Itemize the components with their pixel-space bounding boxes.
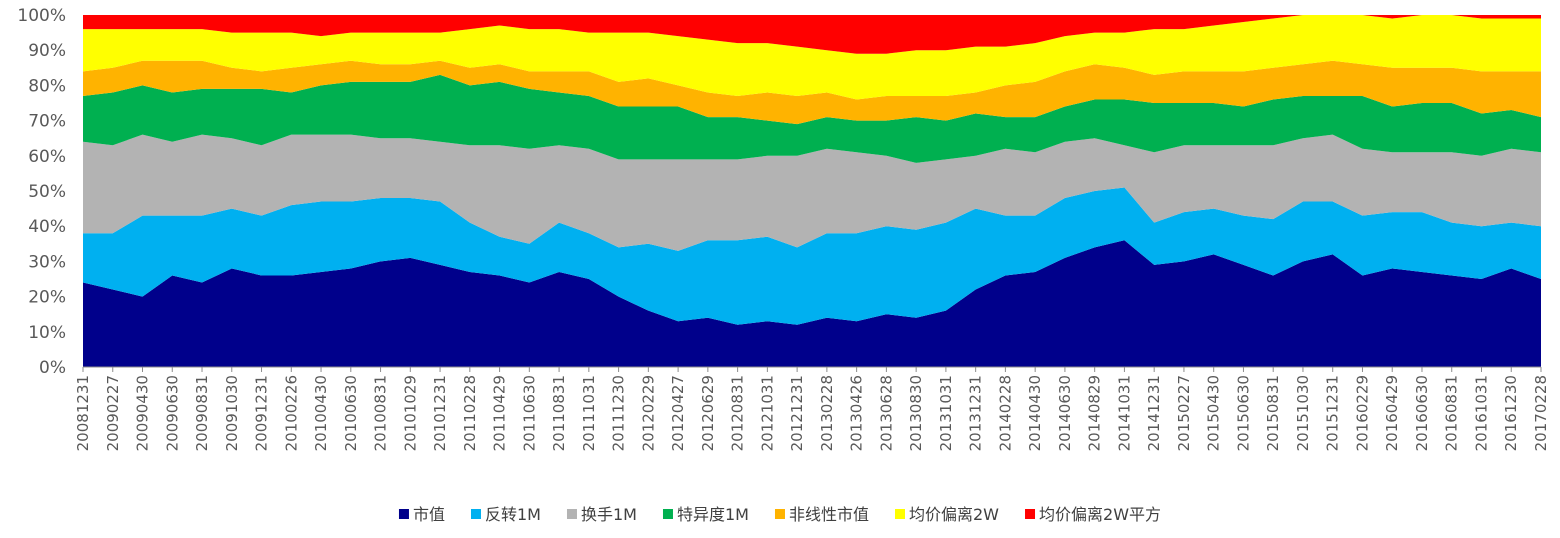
legend-swatch-1 [398, 509, 409, 519]
legend-label: 反转1M [485, 505, 541, 524]
area-layers [83, 15, 1541, 367]
x-tick-label: 20110831 [550, 375, 568, 451]
y-tick-label: 40% [28, 217, 66, 237]
legend-label: 特异度1M [677, 505, 749, 524]
x-tick-label: 20160630 [1413, 375, 1431, 451]
x-tick-label: 20170228 [1532, 375, 1550, 451]
area-series-4 [83, 74, 1541, 163]
x-tick-label: 20140430 [1026, 375, 1044, 451]
legend-label: 市值 [413, 505, 445, 524]
legend-swatch-7 [1025, 509, 1036, 519]
x-tick-label: 20161031 [1472, 375, 1490, 451]
x-tick-label: 20131031 [937, 375, 955, 451]
x-tick-label: 20140630 [1056, 375, 1074, 451]
x-tick-label: 20160831 [1443, 375, 1461, 451]
x-tick-label: 20101029 [401, 375, 419, 451]
x-tick-label: 20140829 [1086, 375, 1104, 451]
legend-label: 非线性市值 [789, 505, 869, 524]
x-tick-label: 20110630 [520, 375, 538, 451]
y-tick-label: 90% [28, 41, 66, 61]
legend-swatch-2 [470, 509, 481, 519]
x-tick-label: 20130830 [907, 375, 925, 451]
x-tick-label: 20160429 [1383, 375, 1401, 451]
x-tick-label: 20111230 [610, 375, 628, 451]
legend-label: 均价偏离2W平方 [1039, 505, 1161, 524]
x-tick-labels: 20081231 20090227 20090430 20090630 20090831… [74, 375, 1550, 451]
y-tick-label: 70% [28, 112, 66, 132]
x-tick-label: 20120831 [729, 375, 747, 451]
x-tick-label: 20150430 [1205, 375, 1223, 451]
x-tick-label: 20120229 [639, 375, 657, 451]
y-tick-label: 10% [28, 323, 66, 343]
area-series-1 [83, 240, 1541, 367]
x-tick-label: 20090430 [134, 375, 152, 451]
x-tick-label: 20161230 [1502, 375, 1520, 451]
x-tick-label: 20090227 [104, 375, 122, 451]
x-tick-label: 20121231 [788, 375, 806, 451]
area-series-5 [83, 60, 1541, 125]
x-tick-label: 20090630 [163, 375, 181, 451]
x-tick-label: 20150227 [1175, 375, 1193, 451]
y-tick-label: 100% [17, 6, 66, 26]
legend-swatch-3 [566, 509, 577, 519]
x-tick-label: 20130426 [848, 375, 866, 451]
x-tick-label: 20110228 [461, 375, 479, 451]
legend: 市值 反转1M 换手1M 特异度1M 非线性市值 均价偏离2W 均价偏离2W平方 [398, 505, 1161, 524]
y-tick-label: 0% [39, 358, 66, 378]
x-tick-label: 20150831 [1264, 375, 1282, 451]
x-tick-label: 20141031 [1115, 375, 1133, 451]
x-tick-label: 20130228 [818, 375, 836, 451]
legend-label: 均价偏离2W [909, 505, 999, 524]
x-tick-label: 20100430 [312, 375, 330, 451]
legend-swatch-5 [774, 509, 785, 519]
y-tick-label: 80% [28, 76, 66, 96]
x-tick-label: 20151231 [1324, 375, 1342, 451]
legend-swatch-6 [895, 509, 905, 519]
x-tick-label: 20150630 [1234, 375, 1252, 451]
x-tick-label: 20100226 [282, 375, 300, 451]
area-series-2 [83, 187, 1541, 325]
y-tick-labels: 0% 10% 20% 30% 40% 50% 60% 70% 80% 90% 100% [17, 6, 66, 378]
x-tick-label: 20140228 [996, 375, 1014, 451]
x-tick-label: 20141231 [1145, 375, 1163, 451]
x-tick-label: 20120629 [699, 375, 717, 451]
legend-swatch-4 [662, 509, 673, 519]
x-tick-label: 20081231 [74, 375, 92, 451]
y-tick-label: 60% [28, 147, 66, 167]
area-series-3 [83, 134, 1541, 251]
x-tick-label: 20100831 [372, 375, 390, 451]
y-tick-label: 30% [28, 252, 66, 272]
axes [82, 366, 1542, 372]
y-tick-label: 50% [28, 182, 66, 202]
x-tick-label: 20090831 [193, 375, 211, 451]
x-tick-label: 20121031 [758, 375, 776, 451]
x-tick-label: 20091030 [223, 375, 241, 451]
x-tick-label: 20151030 [1294, 375, 1312, 451]
x-tick-label: 20120427 [669, 375, 687, 451]
x-tick-label: 20101231 [431, 375, 449, 451]
x-tick-label: 20160229 [1353, 375, 1371, 451]
x-tick-label: 20100630 [342, 375, 360, 451]
legend-label: 换手1M [581, 505, 637, 524]
x-tick-label: 20111031 [580, 375, 598, 451]
x-tick-label: 20110429 [491, 375, 509, 451]
x-tick-label: 20131231 [967, 375, 985, 451]
x-tick-label: 20130628 [877, 375, 895, 451]
y-tick-label: 20% [28, 288, 66, 308]
area-series-7 [83, 15, 1541, 54]
area-series-6 [83, 15, 1541, 100]
x-tick-label: 20091231 [253, 375, 271, 451]
